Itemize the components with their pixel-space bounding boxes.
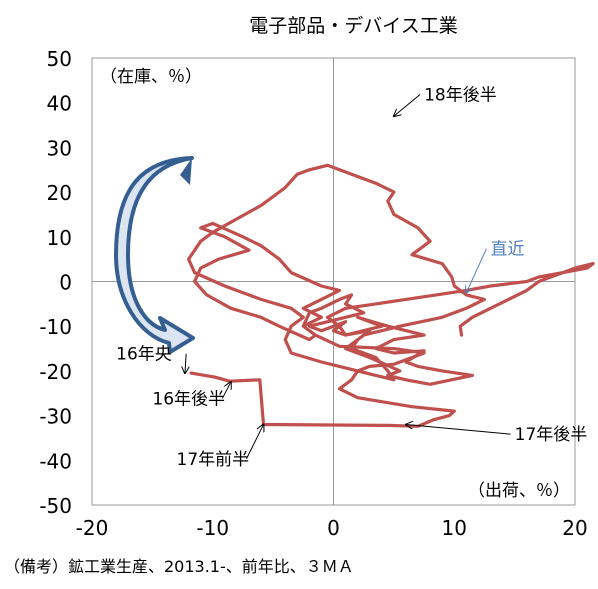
y-tick-label: 30 bbox=[47, 136, 72, 160]
y-tick-label: 40 bbox=[47, 92, 72, 116]
x-tick-label: 20 bbox=[562, 516, 587, 540]
y-tick-label: 20 bbox=[47, 181, 72, 205]
annotation-arrow bbox=[246, 425, 264, 459]
x-tick-label: -20 bbox=[76, 516, 109, 540]
y-tick-label: -30 bbox=[39, 405, 72, 429]
annotation-arrow bbox=[185, 353, 186, 373]
y-tick-label: 10 bbox=[47, 226, 72, 250]
x-axis-label: （出荷、％） bbox=[468, 481, 570, 501]
annotation-label: 直近 bbox=[490, 240, 524, 260]
annotation-arrow bbox=[394, 94, 421, 116]
y-tick-label: -40 bbox=[39, 449, 72, 473]
y-tick-label: -10 bbox=[39, 315, 72, 339]
y-tick-label: 0 bbox=[59, 271, 72, 295]
direction-arrow-icon bbox=[114, 156, 195, 354]
direction-arrow-tail bbox=[180, 158, 192, 185]
source-note: （備考）鉱工業生産、2013.1-、前年比、３ＭＡ bbox=[4, 557, 354, 576]
chart-title: 電子部品・デバイス工業 bbox=[249, 15, 457, 37]
series-line bbox=[187, 163, 595, 428]
x-tick-label: -10 bbox=[196, 516, 229, 540]
x-tick-label: 10 bbox=[442, 516, 467, 540]
annotation-label: 16年後半 bbox=[152, 389, 225, 409]
annotation-arrow bbox=[221, 382, 230, 399]
annotation-arrow bbox=[406, 425, 511, 435]
annotation-label: 17年後半 bbox=[515, 425, 588, 445]
y-axis-label: （在庫、％） bbox=[100, 67, 202, 87]
y-tick-label: 50 bbox=[47, 47, 72, 71]
x-tick-label: 0 bbox=[327, 516, 340, 540]
annotation-label: 17年前半 bbox=[177, 450, 250, 470]
annotation-arrow bbox=[466, 248, 487, 293]
annotation-label: 18年後半 bbox=[424, 85, 497, 105]
annotation-label: 16年央 bbox=[116, 345, 172, 365]
y-tick-label: -50 bbox=[39, 494, 72, 518]
y-tick-label: -20 bbox=[39, 360, 72, 384]
